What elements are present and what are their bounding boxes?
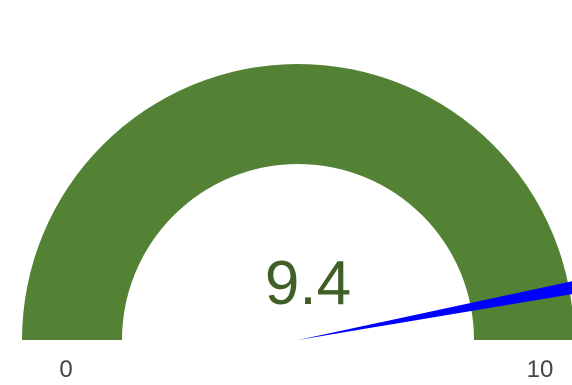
gauge-max-label: 10 xyxy=(527,356,554,383)
gauge-value-label: 9.4 xyxy=(265,249,351,318)
gauge-min-label: 0 xyxy=(59,356,72,383)
gauge-band xyxy=(22,64,572,340)
gauge-needle xyxy=(298,281,572,340)
